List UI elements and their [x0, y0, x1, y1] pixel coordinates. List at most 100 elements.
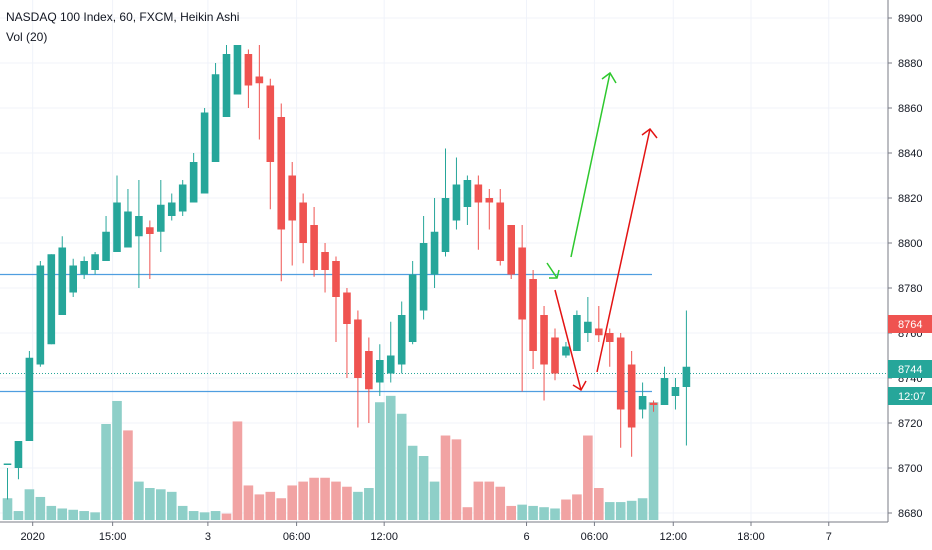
time-tick-label: 2020 [20, 531, 44, 543]
candle [255, 45, 264, 140]
price-label-bg [888, 360, 932, 378]
volume-bar [353, 491, 363, 520]
volume-bar [232, 421, 243, 520]
volume-bar [166, 491, 177, 520]
candle-body [277, 117, 286, 230]
volume-indicator-label[interactable]: Vol (20) [6, 30, 48, 44]
volume-bar [254, 494, 265, 520]
candle-body [605, 333, 614, 342]
candle-body [332, 261, 340, 297]
price-tick-label: 8900 [898, 13, 922, 25]
candle [605, 328, 614, 367]
candle-body [310, 225, 318, 270]
candle [595, 306, 603, 342]
candle [562, 342, 570, 358]
time-axis-background [0, 522, 932, 550]
candle [507, 225, 515, 279]
volume-bar [90, 512, 100, 520]
volume-bar [112, 400, 122, 520]
volume-bar [342, 486, 352, 520]
green-arrow-upper [570, 72, 611, 258]
candle-body [682, 366, 691, 387]
candle-body [167, 202, 176, 216]
candle [124, 189, 132, 248]
candle-body [135, 216, 143, 237]
candle [102, 216, 110, 261]
price-axis-ticks: 8680870087208740876087808800882088408860… [888, 13, 922, 520]
time-tick-label: 12:00 [370, 531, 398, 543]
candle [178, 180, 187, 216]
price-label: 8764 [888, 315, 932, 333]
candle-body [584, 321, 592, 333]
candle-body [343, 292, 351, 324]
green-arrow-upper-head [601, 71, 617, 84]
volume-bar [68, 509, 78, 520]
candle-body [102, 231, 110, 261]
candle [354, 310, 362, 428]
volume-bar [101, 424, 111, 520]
candle [321, 243, 329, 293]
candle [474, 175, 483, 250]
price-tick-label: 8800 [898, 238, 922, 250]
symbol-title[interactable]: NASDAQ 100 Index, 60, FXCM, Heikin Ashi [6, 10, 240, 24]
candle-body [660, 378, 669, 405]
volume-bar [550, 508, 560, 520]
candle-body [211, 74, 220, 162]
candle-body [529, 279, 537, 351]
volume-bar [134, 481, 144, 520]
candle-body [595, 328, 603, 336]
candle [485, 189, 494, 230]
volume-bar [364, 488, 374, 520]
candle-body [80, 261, 88, 275]
volume-bar [517, 504, 527, 520]
price-label: 12:07 [888, 387, 932, 405]
volume-bar [429, 481, 440, 520]
candle [222, 45, 231, 117]
candle-body [474, 184, 483, 203]
volume-bar [375, 402, 385, 520]
price-tick-label: 8720 [898, 418, 922, 430]
candles [3, 45, 691, 500]
candle-body [365, 351, 373, 390]
candle-body [430, 231, 439, 275]
volume-bar [572, 494, 582, 520]
candle-body [299, 202, 307, 243]
candle [91, 252, 99, 275]
candle [211, 63, 220, 162]
volume-bar [210, 511, 221, 520]
candle-body [496, 202, 505, 261]
volume-bar [462, 507, 473, 520]
volume-bar [484, 481, 495, 520]
candle-body [463, 180, 472, 207]
candle [573, 310, 581, 351]
price-label-bg [888, 387, 932, 405]
volume-bar [123, 430, 133, 520]
price-tick-label: 8680 [898, 508, 922, 520]
candle [332, 256, 340, 342]
candle-body [419, 243, 428, 311]
candle-body [627, 364, 636, 428]
candle-body [376, 360, 384, 383]
volume-bar [615, 502, 626, 520]
volume-bar [79, 511, 89, 520]
volume-bar [265, 491, 276, 520]
price-label-text: 8764 [898, 319, 922, 331]
candle-body [178, 184, 187, 212]
candle-body [157, 204, 165, 232]
price-label-bg [888, 315, 932, 333]
candle-body [36, 265, 45, 365]
volume-bar [473, 481, 484, 520]
volume-bar [199, 512, 210, 520]
price-tick-label: 8880 [898, 58, 922, 70]
candle-body [47, 254, 56, 345]
candle-body [562, 346, 570, 356]
candle-body [386, 355, 395, 374]
green-arrow-lower-head [549, 269, 560, 279]
volume-bar [35, 496, 46, 520]
candle-body [671, 387, 680, 396]
volume-bar [396, 413, 407, 520]
red-arrow-upper-head [641, 127, 658, 139]
candle [25, 351, 34, 441]
red-arrow-upper [596, 128, 651, 373]
